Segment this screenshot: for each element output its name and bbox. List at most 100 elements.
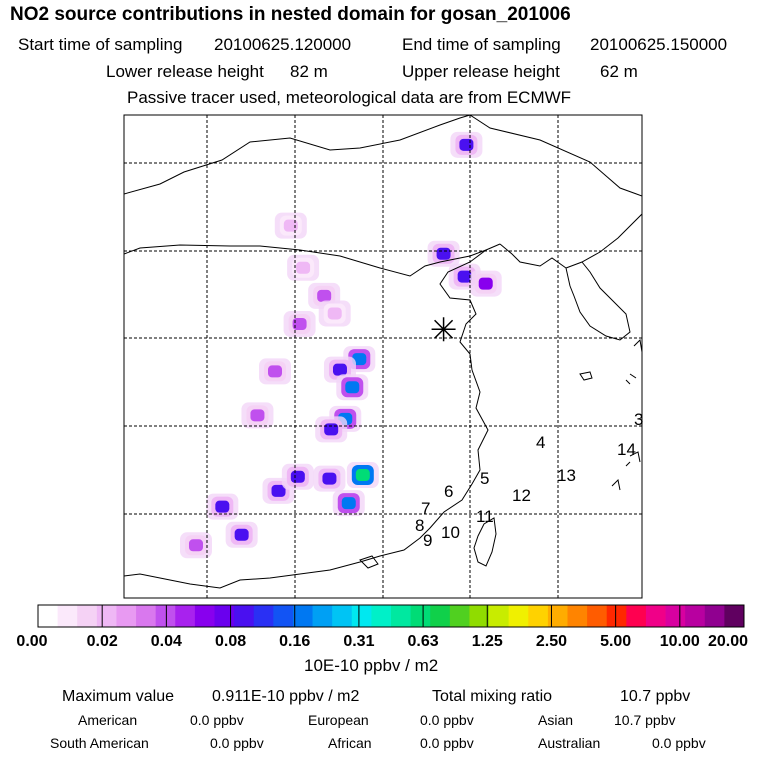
region-label-9: 9 — [423, 531, 432, 550]
european-value: 0.0 ppbv — [420, 712, 474, 728]
colorbar-swatch — [410, 605, 431, 627]
colorbar-swatch — [469, 605, 490, 627]
colorbar-swatch — [77, 605, 98, 627]
colorbar-swatch — [587, 605, 608, 627]
colorbar-swatch — [194, 605, 215, 627]
colorbar-swatch — [489, 605, 510, 627]
colorbar-tick-label: 0.08 — [215, 633, 246, 650]
colorbar-swatch — [175, 605, 196, 627]
colorbar-swatch — [606, 605, 627, 627]
colorbar-swatch — [724, 605, 745, 627]
hotspot-core — [322, 472, 337, 485]
hotspot-core — [478, 277, 493, 290]
colorbar-tick-label: 0.31 — [343, 633, 374, 650]
tracer-note: Passive tracer used, meteorological data… — [127, 88, 572, 107]
region-label-13: 13 — [557, 466, 576, 485]
hotspot-core — [188, 539, 203, 552]
region-label-11: 11 — [476, 507, 494, 526]
region-label-8: 8 — [415, 516, 424, 535]
colorbar-swatch — [508, 605, 529, 627]
coastline-china-east — [299, 369, 489, 575]
colorbar-swatch — [253, 605, 274, 627]
colorbar-swatch — [38, 605, 59, 627]
american-label: American — [78, 712, 138, 728]
colorbar-swatch — [214, 605, 235, 627]
receptor-star-icon — [431, 317, 456, 342]
grid-lines — [124, 115, 642, 598]
colorbar-tick-label: 1.25 — [472, 633, 503, 650]
region-label-3: 3 — [634, 410, 643, 429]
colorbar-swatch — [449, 605, 470, 627]
colorbar-swatch — [234, 605, 255, 627]
region-labels: 3 4 5 6 7 8 9 10 11 12 13 14 — [415, 410, 643, 550]
region-label-5: 5 — [480, 469, 489, 488]
south-american-label: South American — [50, 735, 149, 751]
start-time-label: Start time of sampling — [18, 35, 183, 54]
region-label-14: 14 — [617, 440, 636, 459]
coastline-japan — [611, 338, 642, 491]
max-value-label: Maximum value — [62, 688, 175, 705]
hotspot-core — [271, 484, 286, 497]
colorbar-swatch — [371, 605, 392, 627]
colorbar-swatch — [391, 605, 412, 627]
hotspot-core — [215, 500, 230, 513]
total-mixing-label: Total mixing ratio — [432, 688, 553, 705]
hotspot-core — [457, 270, 472, 283]
hotspot-core — [324, 423, 339, 436]
african-value: 0.0 ppbv — [420, 735, 474, 751]
hotspot-core — [234, 528, 249, 541]
colorbar-tick-label: 2.50 — [536, 633, 567, 650]
colorbar-tick-label: 20.00 — [708, 633, 748, 650]
lower-height-value: 82 m — [290, 62, 328, 81]
american-value: 0.0 ppbv — [190, 712, 244, 728]
region-label-7: 7 — [421, 499, 430, 518]
region-label-10: 10 — [441, 523, 460, 542]
european-label: European — [308, 712, 369, 728]
colorbar-swatch — [665, 605, 686, 627]
colorbar-swatch — [430, 605, 451, 627]
region-label-12: 12 — [512, 486, 531, 505]
colorbar-swatch — [116, 605, 137, 627]
hotspot-core — [332, 363, 347, 376]
colorbar-swatch — [332, 605, 353, 627]
south-american-value: 0.0 ppbv — [210, 735, 264, 751]
coastline-china-north — [124, 243, 501, 277]
coastline-taiwan — [473, 517, 497, 567]
colorbar-swatch — [57, 605, 78, 627]
region-label-6: 6 — [444, 482, 453, 501]
coastline-korea-north-border — [565, 213, 642, 269]
receptor-star-stroke — [434, 319, 454, 339]
coastline-mongolia-border — [124, 115, 471, 195]
max-value: 0.911E-10 ppbv / m2 — [212, 688, 360, 705]
lower-height-label: Lower release height — [106, 62, 264, 81]
colorbar-swatch — [528, 605, 549, 627]
coastline-bohai — [499, 243, 571, 287]
colorbar-tick-label: 0.16 — [279, 633, 310, 650]
colorbar-swatch — [312, 605, 333, 627]
total-mixing-value: 10.7 ppbv — [620, 688, 691, 705]
colorbar-tick-label: 0.00 — [16, 633, 47, 650]
colorbar-swatch — [685, 605, 706, 627]
colorbar-tick-label: 0.02 — [87, 633, 118, 650]
chart-title: NO2 source contributions in nested domai… — [10, 4, 571, 25]
end-time-value: 20100625.150000 — [590, 35, 728, 54]
hotspot-core — [327, 307, 342, 320]
start-time-value: 20100625.120000 — [214, 35, 352, 54]
colorbar-swatch — [626, 605, 647, 627]
colorbar-swatch — [155, 605, 176, 627]
colorbar-swatch — [704, 605, 725, 627]
hotspot-core — [290, 470, 305, 483]
coastline-jeju — [579, 371, 593, 381]
upper-height-value: 62 m — [600, 62, 638, 81]
colorbar-swatch — [136, 605, 157, 627]
colorbar-tick-label: 0.04 — [151, 633, 182, 650]
colorbar-tick-label: 0.63 — [408, 633, 439, 650]
colorbar-swatch — [292, 605, 313, 627]
colorbar-tick-label: 10.00 — [660, 633, 700, 650]
hotspot-core — [292, 318, 307, 331]
coastline-hainan — [359, 555, 379, 569]
colorbar-swatch — [567, 605, 588, 627]
colorbar-tick-label: 5.00 — [600, 633, 631, 650]
map-frame — [123, 114, 643, 599]
upper-height-label: Upper release height — [402, 62, 560, 81]
